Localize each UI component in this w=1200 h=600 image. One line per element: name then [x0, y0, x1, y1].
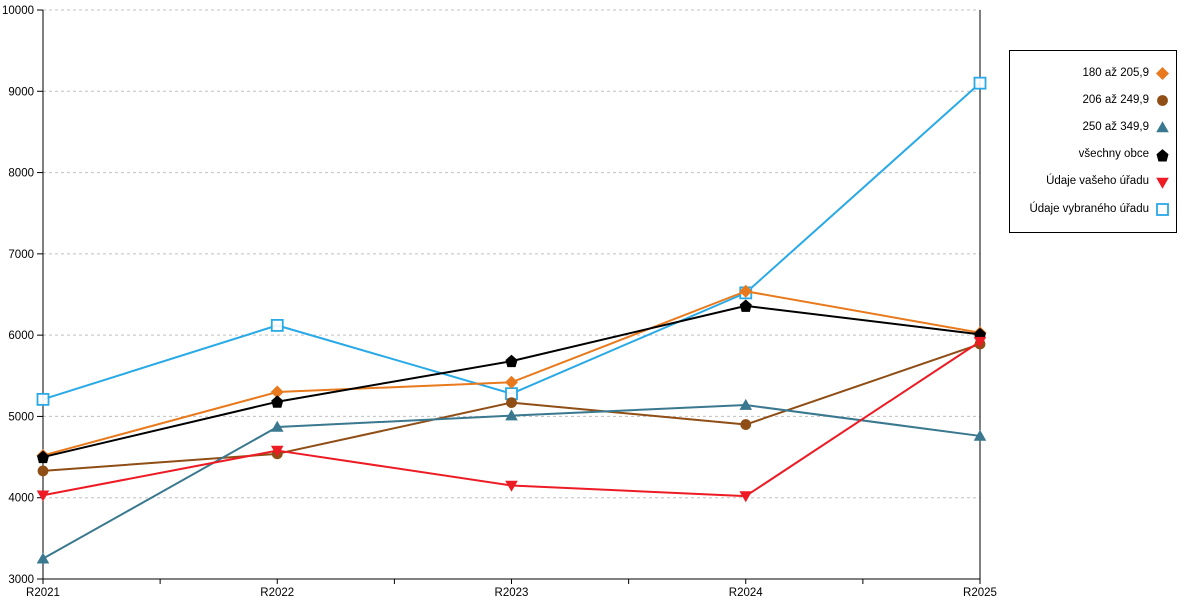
data-point-marker-diamond [270, 385, 284, 399]
data-point-marker-diamond [1156, 67, 1169, 81]
x-axis-tick-label: R2021 [26, 587, 60, 599]
data-point-marker-triangle-up [505, 409, 518, 421]
data-point-marker-square-open [973, 76, 987, 90]
y-axis-tick-label: 6000 [8, 330, 34, 342]
y-axis-tick-label: 9000 [8, 86, 34, 98]
data-point-marker-triangle-down [270, 445, 284, 457]
square-open-icon [1156, 202, 1169, 216]
series-line [42, 290, 981, 457]
data-point-marker-triangle-up [973, 429, 987, 441]
data-point-marker-pentagon [271, 395, 284, 408]
data-point-marker-circle [1157, 95, 1168, 107]
data-point-marker-triangle-down [739, 491, 753, 503]
legend-item: 250 až 349,9 [1014, 120, 1170, 135]
gridlines [43, 9, 980, 499]
axis-labels: 3000 4000 5000 6000 7000 8000 9000 10000 R2021 R2… [2, 5, 997, 599]
y-axis-tick-label: 5000 [8, 411, 34, 423]
legend: 180 až 205,9 206 až 249,9 250 až 349,9 všec… [1009, 50, 1177, 233]
triangle-down-icon [1156, 177, 1169, 189]
legend-label: Údaje vašeho úřadu [1046, 175, 1149, 188]
data-point-marker-pentagon [1156, 148, 1169, 162]
axes [37, 9, 981, 584]
data-point-marker-square-open [36, 392, 50, 406]
data-point-marker-circle [37, 465, 49, 477]
legend-item: Údaje vybraného úřadu [1014, 202, 1170, 217]
data-point-marker-triangle-down [36, 490, 50, 502]
data-point-marker-circle [740, 419, 752, 430]
pentagon-icon [1156, 148, 1169, 162]
data-point-marker-square-open [270, 318, 284, 332]
data-point-marker-triangle-down [973, 336, 987, 348]
data-point-marker-circle [506, 397, 517, 409]
data-point-marker-triangle-down [505, 480, 518, 492]
data-point-marker-triangle-up [1156, 121, 1169, 133]
y-axis-tick-label: 8000 [8, 168, 34, 180]
data-point-marker-square-open [1156, 202, 1169, 216]
data-point-marker-triangle-up [270, 420, 284, 432]
x-axis-tick-label: R2024 [729, 587, 763, 599]
y-axis-tick-label: 7000 [8, 249, 34, 261]
circle-icon [1157, 95, 1168, 107]
data-point-marker-pentagon [505, 354, 518, 368]
y-axis-tick-label: 4000 [8, 493, 34, 505]
series-1 [36, 284, 987, 462]
series-line [42, 82, 981, 401]
y-axis-tick-label: 10000 [2, 5, 34, 17]
legend-item: všechny obce [1014, 148, 1170, 163]
data-point-marker-pentagon [739, 299, 752, 312]
triangle-up-icon [1156, 121, 1169, 133]
legend-label: 180 až 205,9 [1082, 66, 1149, 79]
series-3 [36, 398, 987, 564]
data-point-marker-diamond [505, 375, 518, 389]
x-axis-tick-label: R2023 [495, 587, 529, 599]
legend-label: Údaje vybraného úřadu [1029, 202, 1149, 215]
data-point-marker-triangle-down [1156, 177, 1169, 189]
series-5 [36, 336, 987, 503]
legend-label: 206 až 249,9 [1082, 94, 1149, 107]
data-point-marker-triangle-up [739, 398, 753, 410]
legend-item: Údaje vašeho úřadu [1014, 175, 1170, 190]
legend-label: 250 až 349,9 [1082, 121, 1149, 134]
data-point-marker-triangle-up [36, 552, 50, 564]
legend-label: všechny obce [1078, 148, 1149, 161]
legend-item: 206 až 249,9 [1014, 93, 1170, 108]
legend-item: 180 až 205,9 [1014, 66, 1170, 81]
y-axis-tick-label: 3000 [8, 574, 34, 586]
diamond-icon [1156, 67, 1169, 81]
x-axis-tick-label: R2025 [963, 587, 997, 599]
data-point-marker-pentagon [37, 450, 49, 464]
x-axis-tick-label: R2022 [260, 587, 294, 599]
data-point-marker-diamond [739, 284, 753, 298]
